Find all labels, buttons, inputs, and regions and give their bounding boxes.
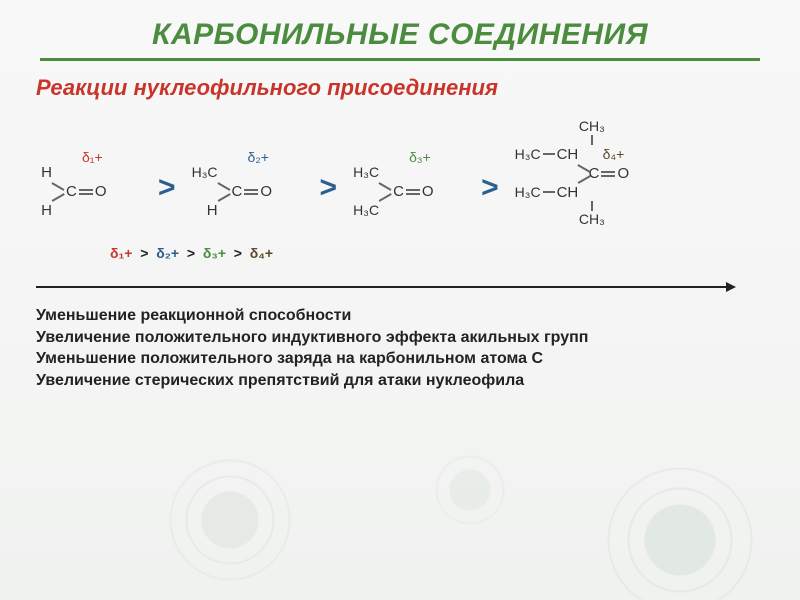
title-underline [40,58,760,61]
bond-icon [543,153,555,155]
atom-c: C [393,184,404,199]
atom-h3c: H₃C [511,185,541,199]
slide-title: КАРБОНИЛЬНЫЕ СОЕДИНЕНИЯ [0,0,800,58]
atom-h: H [36,165,52,180]
delta-2-label: δ₂+ [248,150,269,164]
bond-icon [543,191,555,193]
delta-4-label: δ₄+ [603,147,625,161]
greater-than: > [473,171,507,205]
delta-order: δ₁+ > δ₂+ > δ₃+ > δ₄+ [0,245,800,261]
slide-subtitle: Реакции нуклеофильного присоединения [0,75,800,101]
slide-content: КАРБОНИЛЬНЫЕ СОЕДИНЕНИЯ Реакции нуклеофи… [0,0,800,391]
atom-h: H [188,203,218,218]
bond-icon [591,201,593,211]
atom-ch: CH [557,185,579,200]
explain-line-1: Уменьшение реакционной способности [36,305,780,327]
atom-c: C [589,166,600,181]
atom-c: C [66,184,77,199]
greater-than: > [312,171,346,205]
order-d1: δ₁+ [110,245,132,261]
explain-line-4: Увеличение стерических препятствий для а… [36,370,780,392]
greater-than: > [150,171,184,205]
order-d3: δ₃+ [203,245,226,261]
molecule-2: H₃C C O H δ₂+ [188,158,308,218]
atom-h: H [36,203,52,218]
atom-h3c: H₃C [511,147,541,161]
atom-o: O [617,166,629,181]
atom-h3c: H₃C [349,165,379,179]
explanation-block: Уменьшение реакционной способности Увели… [0,305,800,391]
atom-ch: CH [557,147,579,162]
molecule-3: H₃C C O H₃C δ₃+ [349,158,469,218]
atom-h3c: H₃C [188,165,218,179]
atom-h3c: H₃C [349,203,379,217]
direction-arrow [0,283,800,291]
bond-icon [591,135,593,145]
molecule-1: H C O H δ₁+ [36,158,146,218]
atom-o: O [95,184,107,199]
atom-ch3: CH₃ [579,118,605,134]
molecule-row: H C O H δ₁+ > H₃C C [0,149,800,227]
atom-c: C [232,184,243,199]
delta-1-label: δ₁+ [82,150,103,164]
explain-line-3: Уменьшение положительного заряда на карб… [36,348,780,370]
molecule-4: CH₃ H₃C CH C O [511,119,681,227]
atom-ch3: CH₃ [579,211,605,227]
order-d4: δ₄+ [250,245,273,261]
atom-o: O [422,184,434,199]
atom-o: O [260,184,272,199]
explain-line-2: Увеличение положительного индуктивного э… [36,327,780,349]
delta-3-label: δ₃+ [409,150,431,164]
order-d2: δ₂+ [156,245,179,261]
